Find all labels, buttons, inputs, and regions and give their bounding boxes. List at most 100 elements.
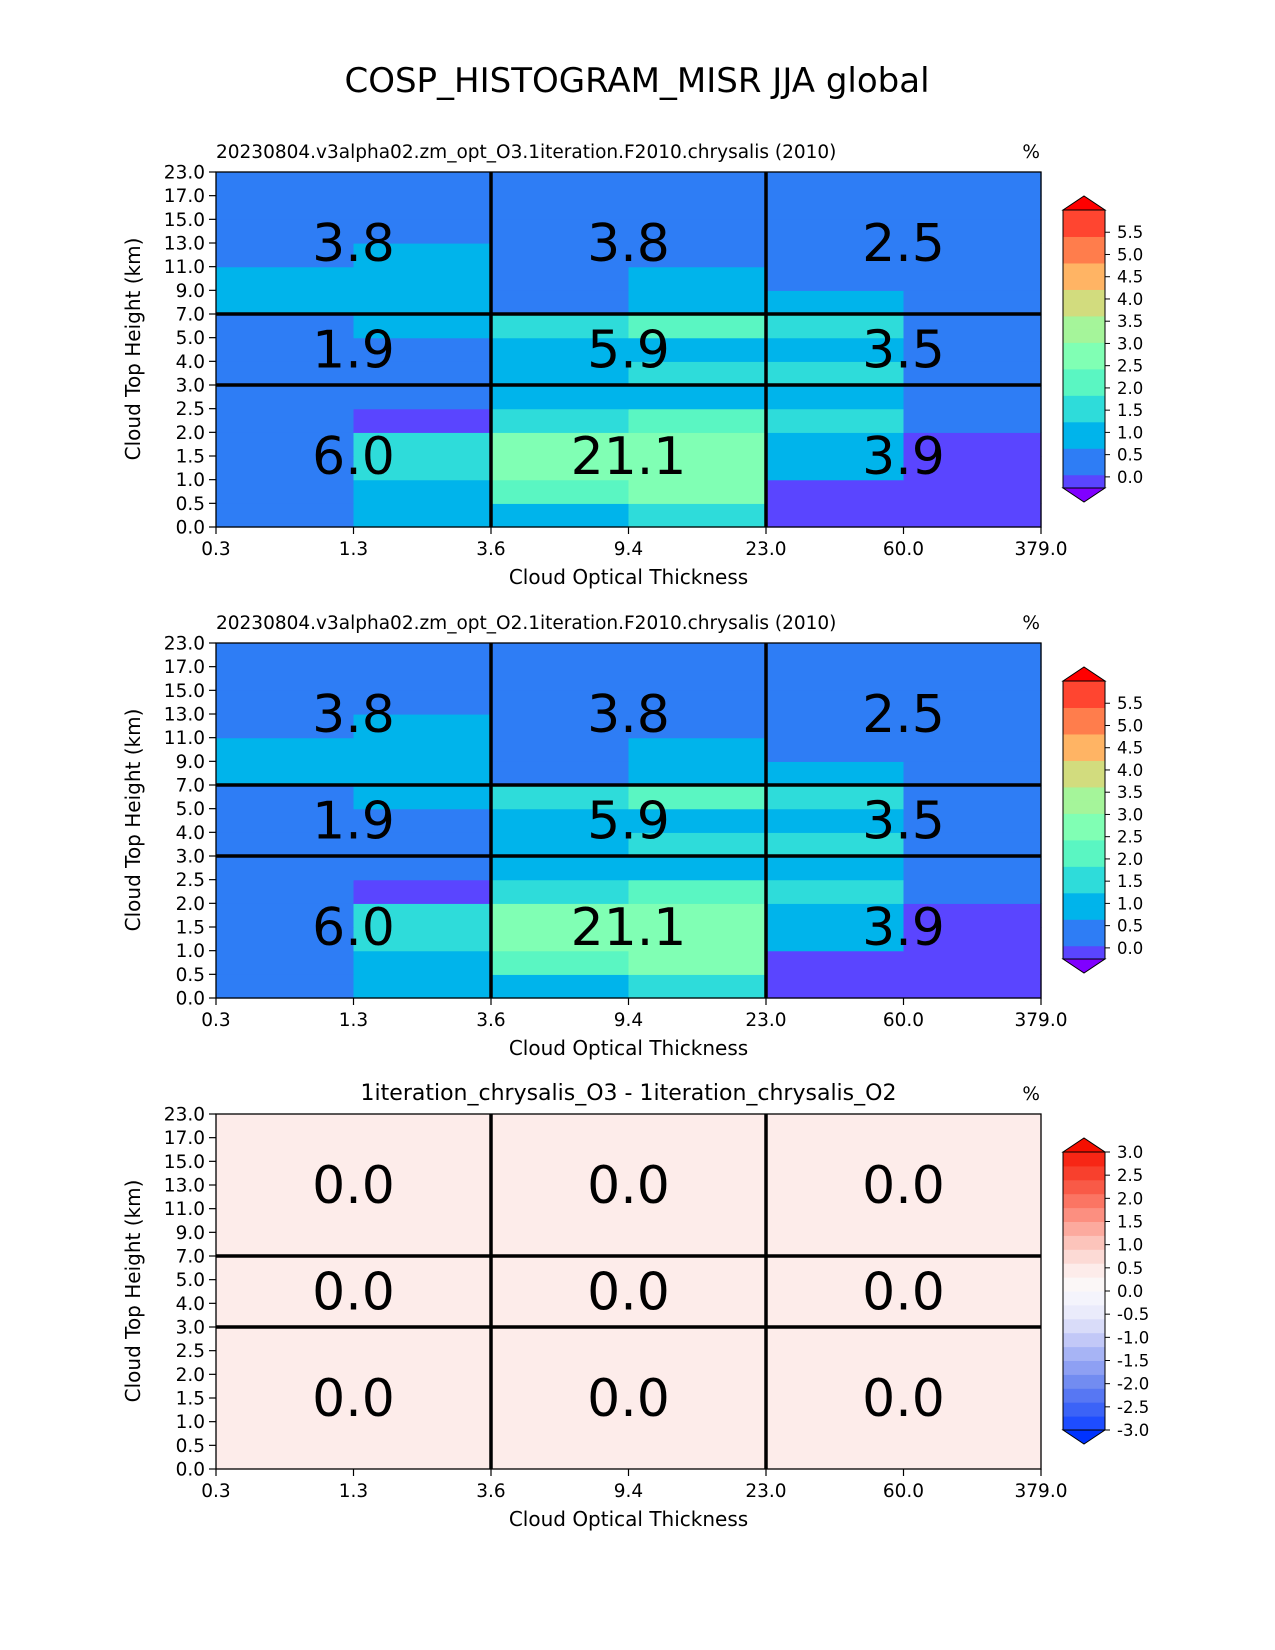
group-value-label: 0.0 [862, 1156, 945, 1216]
colorbar-segment [1063, 249, 1105, 264]
heatmap-cell [766, 879, 905, 904]
heatmap-cell [628, 785, 767, 810]
group-value-label: 0.0 [587, 1263, 670, 1323]
heatmap-cell [903, 219, 1042, 244]
heatmap-cell [216, 1185, 355, 1210]
colorbar-tick-label: 1.5 [1117, 872, 1143, 891]
y-tick-label: 7.0 [176, 305, 205, 326]
heatmap-cell [903, 785, 1042, 810]
y-tick-label: 23.0 [164, 163, 205, 184]
heatmap-cell [628, 314, 767, 339]
colorbar-segment [1063, 210, 1105, 224]
heatmap-cell [491, 714, 630, 739]
colorbar-segment [1063, 786, 1105, 801]
heatmap-cell [491, 385, 630, 410]
heatmap-cell [628, 1279, 767, 1304]
heatmap-cell [628, 1350, 767, 1375]
heatmap-cell [491, 1445, 630, 1470]
heatmap-cell [903, 1374, 1042, 1399]
heatmap-cell [216, 1327, 355, 1352]
heatmap-cell [766, 408, 905, 433]
y-tick-label: 3.0 [176, 847, 205, 868]
heatmap-cell [628, 385, 767, 410]
colorbar-arrow-min [1061, 958, 1107, 974]
colorbar-segment [1063, 747, 1105, 761]
y-tick-label: 0.5 [176, 965, 205, 986]
heatmap-cell [491, 666, 630, 691]
heatmap-cell [353, 479, 492, 504]
heatmap-cell [491, 1137, 630, 1162]
heatmap-cell [903, 666, 1042, 691]
group-value-label: 0.0 [312, 1156, 395, 1216]
heatmap-cell [903, 1445, 1042, 1470]
group-value-label: 6.0 [312, 427, 395, 487]
y-tick-label: 5.0 [176, 328, 205, 349]
heatmap-cell [353, 666, 492, 691]
heatmap-cell [353, 456, 492, 481]
heatmap-cell [491, 1185, 630, 1210]
heatmap-cell [628, 808, 767, 833]
x-tick-label: 60.0 [883, 539, 924, 560]
heatmap-cell [491, 195, 630, 220]
colorbar-segment [1063, 223, 1105, 237]
heatmap-cell [491, 456, 630, 481]
colorbar-segment [1063, 355, 1105, 370]
heatmap-cell [353, 974, 492, 999]
heatmap-cell [766, 974, 905, 999]
heatmap-cell [216, 950, 355, 975]
colorbar-tick-label: 0.0 [1117, 1282, 1143, 1301]
heatmap-cell [903, 1279, 1042, 1304]
heatmap-cell [903, 314, 1042, 339]
x-tick-label: 60.0 [883, 1010, 924, 1031]
heatmap-cell [216, 408, 355, 433]
heatmap-cell [491, 808, 630, 833]
colorbar-segment [1063, 707, 1105, 722]
heatmap-cell [491, 408, 630, 433]
heatmap-cell [353, 1374, 492, 1399]
y-tick-label: 2.0 [176, 894, 205, 915]
heatmap-cell [903, 832, 1042, 857]
colorbar-segment [1063, 800, 1105, 814]
colorbar-segment [1063, 1374, 1105, 1389]
heatmap-cell [903, 456, 1042, 481]
colorbar-tick-label: 0.5 [1117, 446, 1143, 465]
heatmap-cell [491, 172, 630, 197]
heatmap-cell [766, 337, 905, 362]
heatmap-cell [216, 1208, 355, 1233]
group-value-label: 6.0 [312, 898, 395, 958]
heatmap-cell [216, 314, 355, 339]
heatmap-cell [353, 195, 492, 220]
group-value-label: 3.8 [587, 214, 670, 274]
heatmap-cell [766, 690, 905, 715]
heatmap-cell [491, 927, 630, 952]
heatmap-cell [628, 714, 767, 739]
y-tick-label: 13.0 [164, 705, 205, 726]
heatmap-cell [491, 737, 630, 762]
heatmap-cell [216, 714, 355, 739]
colorbar-tick-label: 0.5 [1117, 917, 1143, 936]
heatmap-cell [353, 1350, 492, 1375]
colorbar-segment [1063, 760, 1105, 775]
colorbar-frame [1062, 680, 1106, 960]
group-value-label: 1.9 [312, 792, 395, 852]
panel-1-units: % [1022, 613, 1040, 634]
colorbar-tick-label: 1.0 [1117, 894, 1143, 913]
panel-2-xlabel: Cloud Optical Thickness [509, 1507, 748, 1531]
heatmap-cell [353, 1114, 492, 1139]
heatmap-cell [628, 1303, 767, 1328]
colorbar-tick-label: -2.0 [1117, 1375, 1149, 1394]
heatmap-cell [628, 1185, 767, 1210]
heatmap-cell [216, 903, 355, 928]
heatmap-cell [903, 808, 1042, 833]
heatmap-cell [628, 1421, 767, 1446]
colorbar-segment [1063, 395, 1105, 410]
colorbar-segment [1063, 892, 1105, 907]
y-tick-label: 17.0 [164, 1128, 205, 1149]
y-tick-label: 3.0 [176, 1318, 205, 1339]
heatmap-cell [353, 1421, 492, 1446]
colorbar-segment [1063, 1402, 1105, 1417]
heatmap-cell [491, 1114, 630, 1139]
y-tick-label: 15.0 [164, 681, 205, 702]
heatmap-cell [628, 479, 767, 504]
colorbar-segment [1063, 262, 1105, 277]
